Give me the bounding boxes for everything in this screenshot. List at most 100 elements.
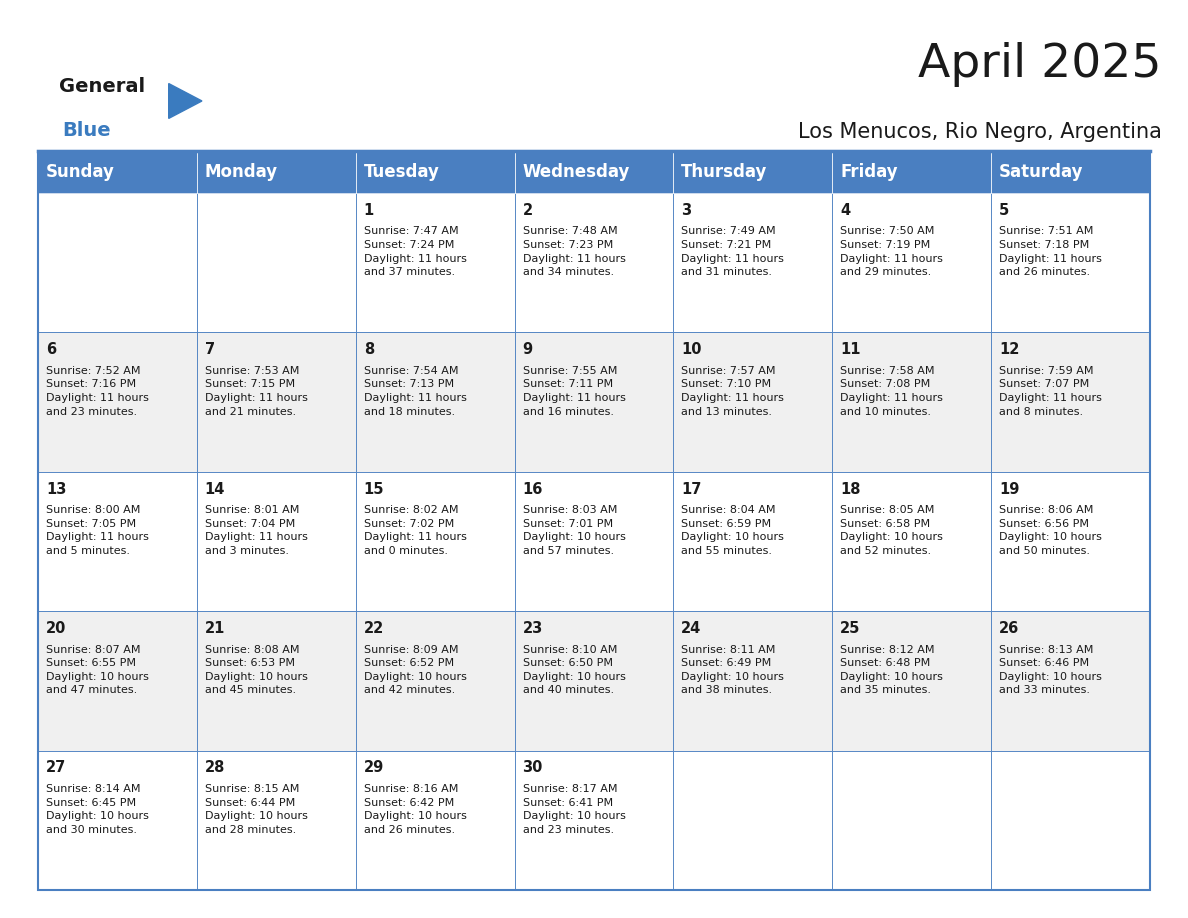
Bar (38, 193, 197, 332)
Text: Sunrise: 7:48 AM
Sunset: 7:23 PM
Daylight: 11 hours
and 34 minutes.: Sunrise: 7:48 AM Sunset: 7:23 PM Dayligh… (523, 227, 625, 277)
Bar (833, 611, 991, 751)
Bar (38, 611, 197, 751)
Text: Wednesday: Wednesday (523, 163, 630, 181)
Text: 6: 6 (46, 342, 56, 357)
Bar (197, 472, 355, 611)
Text: General: General (59, 77, 145, 96)
Text: 26: 26 (999, 621, 1019, 636)
Text: 29: 29 (364, 760, 384, 776)
Text: 18: 18 (840, 482, 861, 497)
Text: April 2025: April 2025 (918, 42, 1162, 87)
Text: Sunrise: 8:08 AM
Sunset: 6:53 PM
Daylight: 10 hours
and 45 minutes.: Sunrise: 8:08 AM Sunset: 6:53 PM Dayligh… (204, 644, 308, 696)
Text: 4: 4 (840, 203, 851, 218)
Text: Sunrise: 8:03 AM
Sunset: 7:01 PM
Daylight: 10 hours
and 57 minutes.: Sunrise: 8:03 AM Sunset: 7:01 PM Dayligh… (523, 505, 625, 556)
Text: 25: 25 (840, 621, 860, 636)
Text: Sunrise: 8:15 AM
Sunset: 6:44 PM
Daylight: 10 hours
and 28 minutes.: Sunrise: 8:15 AM Sunset: 6:44 PM Dayligh… (204, 784, 308, 834)
Bar (991, 611, 1150, 751)
Text: Sunrise: 8:12 AM
Sunset: 6:48 PM
Daylight: 10 hours
and 35 minutes.: Sunrise: 8:12 AM Sunset: 6:48 PM Dayligh… (840, 644, 943, 696)
Text: Sunrise: 8:07 AM
Sunset: 6:55 PM
Daylight: 10 hours
and 47 minutes.: Sunrise: 8:07 AM Sunset: 6:55 PM Dayligh… (46, 644, 148, 696)
Text: 3: 3 (682, 203, 691, 218)
Text: 15: 15 (364, 482, 384, 497)
Text: 17: 17 (682, 482, 702, 497)
Bar (355, 193, 514, 332)
Text: Saturday: Saturday (999, 163, 1083, 181)
Text: 14: 14 (204, 482, 226, 497)
Bar (674, 151, 833, 193)
Text: 10: 10 (682, 342, 702, 357)
Text: Sunday: Sunday (46, 163, 115, 181)
Text: 13: 13 (46, 482, 67, 497)
Text: 20: 20 (46, 621, 67, 636)
Text: 27: 27 (46, 760, 67, 776)
Bar (991, 193, 1150, 332)
Text: Los Menucos, Rio Negro, Argentina: Los Menucos, Rio Negro, Argentina (798, 122, 1162, 142)
Bar (38, 751, 197, 890)
Bar (674, 193, 833, 332)
Bar (197, 193, 355, 332)
Bar (674, 611, 833, 751)
Bar (197, 332, 355, 472)
Bar (514, 332, 674, 472)
Bar (38, 332, 197, 472)
Text: Sunrise: 8:02 AM
Sunset: 7:02 PM
Daylight: 11 hours
and 0 minutes.: Sunrise: 8:02 AM Sunset: 7:02 PM Dayligh… (364, 505, 467, 556)
Text: Sunrise: 7:55 AM
Sunset: 7:11 PM
Daylight: 11 hours
and 16 minutes.: Sunrise: 7:55 AM Sunset: 7:11 PM Dayligh… (523, 366, 625, 417)
Text: Sunrise: 7:57 AM
Sunset: 7:10 PM
Daylight: 11 hours
and 13 minutes.: Sunrise: 7:57 AM Sunset: 7:10 PM Dayligh… (682, 366, 784, 417)
Bar (514, 751, 674, 890)
Text: Sunrise: 7:54 AM
Sunset: 7:13 PM
Daylight: 11 hours
and 18 minutes.: Sunrise: 7:54 AM Sunset: 7:13 PM Dayligh… (364, 366, 467, 417)
Bar (991, 332, 1150, 472)
Bar (833, 151, 991, 193)
Bar (514, 611, 674, 751)
Text: 21: 21 (204, 621, 226, 636)
Text: Sunrise: 8:06 AM
Sunset: 6:56 PM
Daylight: 10 hours
and 50 minutes.: Sunrise: 8:06 AM Sunset: 6:56 PM Dayligh… (999, 505, 1102, 556)
Text: Sunrise: 8:01 AM
Sunset: 7:04 PM
Daylight: 11 hours
and 3 minutes.: Sunrise: 8:01 AM Sunset: 7:04 PM Dayligh… (204, 505, 308, 556)
Bar (833, 193, 991, 332)
Text: Sunrise: 7:52 AM
Sunset: 7:16 PM
Daylight: 11 hours
and 23 minutes.: Sunrise: 7:52 AM Sunset: 7:16 PM Dayligh… (46, 366, 148, 417)
Bar (514, 472, 674, 611)
Text: Sunrise: 8:09 AM
Sunset: 6:52 PM
Daylight: 10 hours
and 42 minutes.: Sunrise: 8:09 AM Sunset: 6:52 PM Dayligh… (364, 644, 467, 696)
Text: Sunrise: 8:17 AM
Sunset: 6:41 PM
Daylight: 10 hours
and 23 minutes.: Sunrise: 8:17 AM Sunset: 6:41 PM Dayligh… (523, 784, 625, 834)
Text: 8: 8 (364, 342, 374, 357)
Text: Sunrise: 7:53 AM
Sunset: 7:15 PM
Daylight: 11 hours
and 21 minutes.: Sunrise: 7:53 AM Sunset: 7:15 PM Dayligh… (204, 366, 308, 417)
Bar (514, 151, 674, 193)
Text: Sunrise: 7:47 AM
Sunset: 7:24 PM
Daylight: 11 hours
and 37 minutes.: Sunrise: 7:47 AM Sunset: 7:24 PM Dayligh… (364, 227, 467, 277)
Text: Sunrise: 8:05 AM
Sunset: 6:58 PM
Daylight: 10 hours
and 52 minutes.: Sunrise: 8:05 AM Sunset: 6:58 PM Dayligh… (840, 505, 943, 556)
Text: Sunrise: 7:59 AM
Sunset: 7:07 PM
Daylight: 11 hours
and 8 minutes.: Sunrise: 7:59 AM Sunset: 7:07 PM Dayligh… (999, 366, 1102, 417)
Bar (38, 472, 197, 611)
Text: 12: 12 (999, 342, 1019, 357)
Text: 1: 1 (364, 203, 374, 218)
Bar (833, 472, 991, 611)
Text: Sunrise: 8:04 AM
Sunset: 6:59 PM
Daylight: 10 hours
and 55 minutes.: Sunrise: 8:04 AM Sunset: 6:59 PM Dayligh… (682, 505, 784, 556)
Text: Sunrise: 8:11 AM
Sunset: 6:49 PM
Daylight: 10 hours
and 38 minutes.: Sunrise: 8:11 AM Sunset: 6:49 PM Dayligh… (682, 644, 784, 696)
Bar (674, 751, 833, 890)
Text: Tuesday: Tuesday (364, 163, 440, 181)
Text: 7: 7 (204, 342, 215, 357)
Bar (355, 332, 514, 472)
Text: 24: 24 (682, 621, 702, 636)
Bar (674, 332, 833, 472)
Text: 30: 30 (523, 760, 543, 776)
Text: Sunrise: 7:58 AM
Sunset: 7:08 PM
Daylight: 11 hours
and 10 minutes.: Sunrise: 7:58 AM Sunset: 7:08 PM Dayligh… (840, 366, 943, 417)
Text: Sunrise: 7:51 AM
Sunset: 7:18 PM
Daylight: 11 hours
and 26 minutes.: Sunrise: 7:51 AM Sunset: 7:18 PM Dayligh… (999, 227, 1102, 277)
Bar (197, 611, 355, 751)
Bar (38, 151, 1150, 890)
Text: Sunrise: 8:13 AM
Sunset: 6:46 PM
Daylight: 10 hours
and 33 minutes.: Sunrise: 8:13 AM Sunset: 6:46 PM Dayligh… (999, 644, 1102, 696)
Text: 5: 5 (999, 203, 1010, 218)
Bar (355, 472, 514, 611)
Text: Monday: Monday (204, 163, 278, 181)
Text: Sunrise: 8:14 AM
Sunset: 6:45 PM
Daylight: 10 hours
and 30 minutes.: Sunrise: 8:14 AM Sunset: 6:45 PM Dayligh… (46, 784, 148, 834)
Bar (991, 751, 1150, 890)
Text: Thursday: Thursday (682, 163, 767, 181)
Bar (355, 151, 514, 193)
Text: Sunrise: 8:16 AM
Sunset: 6:42 PM
Daylight: 10 hours
and 26 minutes.: Sunrise: 8:16 AM Sunset: 6:42 PM Dayligh… (364, 784, 467, 834)
Bar (833, 751, 991, 890)
Text: 19: 19 (999, 482, 1019, 497)
Text: 9: 9 (523, 342, 532, 357)
Text: 28: 28 (204, 760, 226, 776)
Bar (197, 151, 355, 193)
Bar (197, 751, 355, 890)
Text: Sunrise: 8:10 AM
Sunset: 6:50 PM
Daylight: 10 hours
and 40 minutes.: Sunrise: 8:10 AM Sunset: 6:50 PM Dayligh… (523, 644, 625, 696)
Bar (833, 332, 991, 472)
Text: 22: 22 (364, 621, 384, 636)
Text: Sunrise: 8:00 AM
Sunset: 7:05 PM
Daylight: 11 hours
and 5 minutes.: Sunrise: 8:00 AM Sunset: 7:05 PM Dayligh… (46, 505, 148, 556)
Bar (991, 151, 1150, 193)
